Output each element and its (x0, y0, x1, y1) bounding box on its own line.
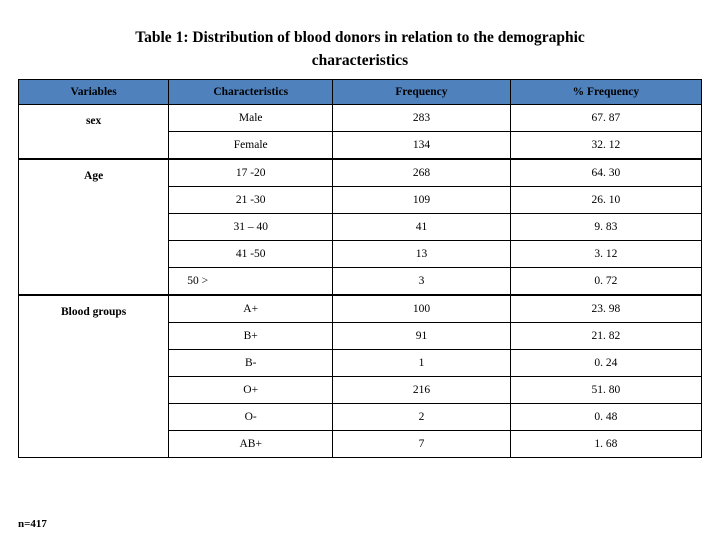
frequency-cell: 91 (333, 322, 511, 349)
pct-frequency-cell: 21. 82 (510, 322, 701, 349)
title-line-1: Table 1: Distribution of blood donors in… (135, 29, 585, 46)
frequency-cell: 283 (333, 104, 511, 131)
frequency-cell: 134 (333, 131, 511, 159)
sample-size-note: n=417 (18, 518, 47, 530)
pct-frequency-cell: 51. 80 (510, 376, 701, 403)
frequency-cell: 268 (333, 159, 511, 187)
variable-cell: Age (19, 159, 169, 295)
frequency-cell: 1 (333, 349, 511, 376)
frequency-cell: 2 (333, 403, 511, 430)
title-line-2: characteristics (312, 52, 408, 69)
characteristic-cell: Female (169, 131, 333, 159)
variable-cell: Blood groups (19, 295, 169, 458)
frequency-cell: 7 (333, 430, 511, 457)
pct-frequency-cell: 64. 30 (510, 159, 701, 187)
table-header-row: Variables Characteristics Frequency % Fr… (19, 79, 702, 104)
characteristic-cell: 31 – 40 (169, 213, 333, 240)
frequency-cell: 216 (333, 376, 511, 403)
pct-frequency-cell: 9. 83 (510, 213, 701, 240)
pct-frequency-cell: 3. 12 (510, 240, 701, 267)
col-frequency: Frequency (333, 79, 511, 104)
col-variables: Variables (19, 79, 169, 104)
col-characteristics: Characteristics (169, 79, 333, 104)
pct-frequency-cell: 1. 68 (510, 430, 701, 457)
table-row: Age17 -2026864. 30 (19, 159, 702, 187)
characteristic-cell: O+ (169, 376, 333, 403)
frequency-cell: 3 (333, 267, 511, 295)
col-pct-frequency: % Frequency (510, 79, 701, 104)
characteristic-cell: Male (169, 104, 333, 131)
characteristic-cell: B- (169, 349, 333, 376)
pct-frequency-cell: 23. 98 (510, 295, 701, 323)
characteristic-cell: AB+ (169, 430, 333, 457)
characteristic-cell: A+ (169, 295, 333, 323)
frequency-cell: 13 (333, 240, 511, 267)
table-title: Table 1: Distribution of blood donors in… (18, 26, 702, 73)
frequency-cell: 109 (333, 186, 511, 213)
pct-frequency-cell: 67. 87 (510, 104, 701, 131)
pct-frequency-cell: 0. 24 (510, 349, 701, 376)
characteristic-cell: 21 -30 (169, 186, 333, 213)
pct-frequency-cell: 26. 10 (510, 186, 701, 213)
table-row: Blood groupsA+10023. 98 (19, 295, 702, 323)
characteristic-cell: 50 > (169, 267, 333, 295)
variable-cell: sex (19, 104, 169, 159)
frequency-cell: 100 (333, 295, 511, 323)
demographic-table: Variables Characteristics Frequency % Fr… (18, 79, 702, 458)
pct-frequency-cell: 0. 72 (510, 267, 701, 295)
characteristic-cell: O- (169, 403, 333, 430)
characteristic-cell: B+ (169, 322, 333, 349)
table-row: sexMale28367. 87 (19, 104, 702, 131)
frequency-cell: 41 (333, 213, 511, 240)
pct-frequency-cell: 0. 48 (510, 403, 701, 430)
pct-frequency-cell: 32. 12 (510, 131, 701, 159)
characteristic-cell: 17 -20 (169, 159, 333, 187)
table-body: sexMale28367. 87Female13432. 12Age17 -20… (19, 104, 702, 457)
characteristic-cell: 41 -50 (169, 240, 333, 267)
